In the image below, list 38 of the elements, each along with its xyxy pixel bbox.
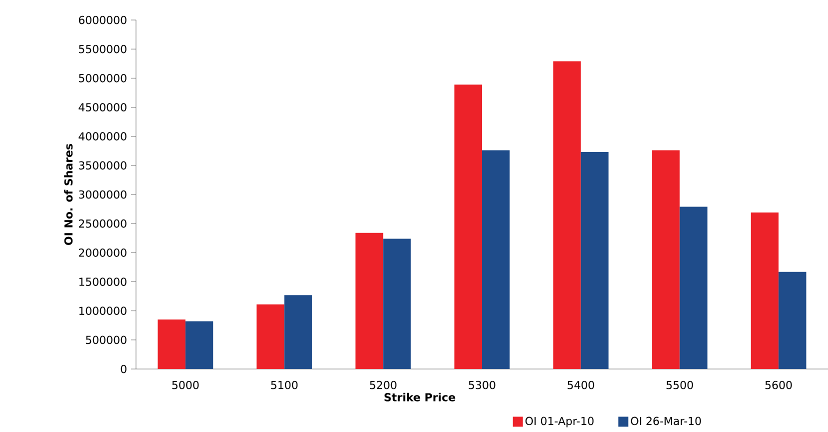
y-tick-label: 4000000 (78, 132, 126, 140)
bar (158, 320, 186, 369)
y-tick-label: 1500000 (79, 278, 126, 286)
y-tick-label: 6000000 (78, 16, 126, 24)
bar (553, 61, 581, 369)
y-tick-label: 1000000 (79, 306, 126, 315)
y-axis-title: OI No. of Shares (64, 144, 73, 246)
bar (383, 238, 411, 369)
bar (680, 206, 708, 369)
bar (652, 150, 680, 369)
bar (482, 150, 510, 369)
y-tick-label: 2000000 (78, 248, 126, 257)
x-tick-label: 5600 (765, 380, 792, 390)
x-tick-label: 5200 (370, 380, 396, 390)
bar (778, 272, 806, 369)
y-tick-label: 4500000 (78, 103, 126, 112)
legend-label: OI 01-Apr-10 (525, 416, 594, 428)
y-tick-label: 2500000 (78, 219, 126, 228)
bar (750, 212, 779, 369)
y-tick-label: 0 (120, 364, 126, 374)
bar (454, 84, 482, 369)
x-tick-label: 5000 (172, 380, 199, 390)
x-tick-label: 5300 (468, 380, 496, 390)
y-tick-label: 3500000 (78, 161, 126, 170)
legend-label: OI 26-Mar-10 (630, 416, 701, 426)
x-tick-label: 5100 (271, 380, 298, 390)
bar (185, 321, 214, 369)
y-tick-label: 5500000 (78, 44, 126, 54)
x-tick-label: 5400 (568, 380, 594, 390)
bar (256, 304, 284, 369)
x-tick-label: 5500 (666, 380, 693, 390)
y-tick-label: 3000000 (78, 190, 126, 199)
bar (580, 152, 609, 369)
bar (355, 232, 384, 369)
x-axis-title: Strike Price (384, 392, 456, 402)
y-tick-label: 5000000 (78, 74, 126, 82)
y-tick-label: 500000 (86, 336, 126, 344)
bar (284, 295, 312, 369)
